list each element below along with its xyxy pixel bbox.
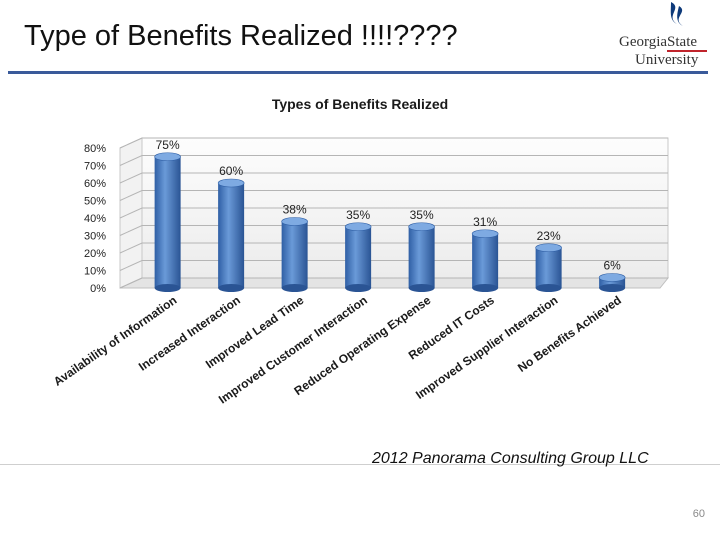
bar-body [599, 277, 626, 288]
bar-base [154, 284, 181, 292]
chart-title: Types of Benefits Realized [272, 96, 448, 112]
bar-base [345, 284, 372, 292]
gridline [119, 190, 668, 201]
bar-top [471, 229, 499, 239]
y-tick-label: 20% [84, 248, 106, 260]
bar-top [154, 152, 181, 162]
page-number: 60 [692, 508, 705, 520]
data-label: 75% [156, 138, 180, 152]
y-tick-label: 60% [84, 178, 106, 190]
logo-red-bar [667, 50, 707, 52]
university-logo: GeorgiaState University [619, 2, 707, 68]
source-credit: 2012 Panorama Consulting Group LLC [372, 450, 649, 467]
data-label: 60% [219, 164, 243, 178]
chart-floor [119, 277, 670, 289]
data-label: 6% [603, 259, 621, 273]
gridline [119, 172, 668, 184]
y-tick-label: 80% [84, 143, 106, 155]
title-divider [8, 71, 708, 74]
data-label: 23% [537, 229, 561, 243]
gridline [119, 137, 668, 149]
bar-top [344, 222, 372, 232]
bar-top [217, 178, 245, 188]
logo-line-2: University [635, 52, 699, 68]
category-label: Availability of Information [51, 293, 179, 389]
gridline [119, 155, 668, 166]
footer-divider [0, 464, 720, 465]
category-label: No Benefits Achieved [515, 293, 624, 375]
bar-body [281, 221, 308, 288]
bar-body [154, 156, 181, 288]
y-tick-label: 30% [84, 231, 106, 243]
category-label: Increased Interaction [136, 293, 243, 374]
bar-base [218, 284, 245, 292]
data-label: 35% [410, 208, 434, 222]
gridline [119, 207, 668, 219]
slide-title: Type of Benefits Realized !!!!???? [24, 20, 458, 52]
bar-base [535, 284, 562, 292]
data-label: 35% [346, 208, 370, 222]
bar-base [472, 284, 499, 292]
y-tick-label: 0% [90, 283, 106, 295]
bar-base [599, 284, 626, 292]
bar-top [408, 222, 435, 232]
bar-top [598, 273, 626, 282]
data-label: 31% [473, 215, 497, 229]
y-tick-label: 70% [84, 161, 106, 173]
bar-base [408, 284, 435, 292]
bar-body [345, 226, 372, 288]
bar-top [281, 217, 308, 226]
bar-body [218, 183, 245, 288]
y-tick-label: 50% [84, 196, 106, 208]
bar-base [281, 284, 308, 292]
y-tick-label: 10% [84, 266, 106, 278]
y-tick-label: 40% [84, 213, 106, 225]
logo-line-1: GeorgiaState [619, 34, 697, 50]
flame-icon [670, 2, 683, 26]
bar-top [535, 243, 562, 253]
benefits-bar-chart: Types of Benefits Realized 0% 10% 20% 30% 40… [51, 96, 670, 407]
bar-body [535, 247, 562, 288]
gridline [119, 225, 668, 236]
data-label: 38% [283, 203, 307, 217]
bar-body [472, 233, 499, 288]
bar-body [408, 226, 435, 288]
